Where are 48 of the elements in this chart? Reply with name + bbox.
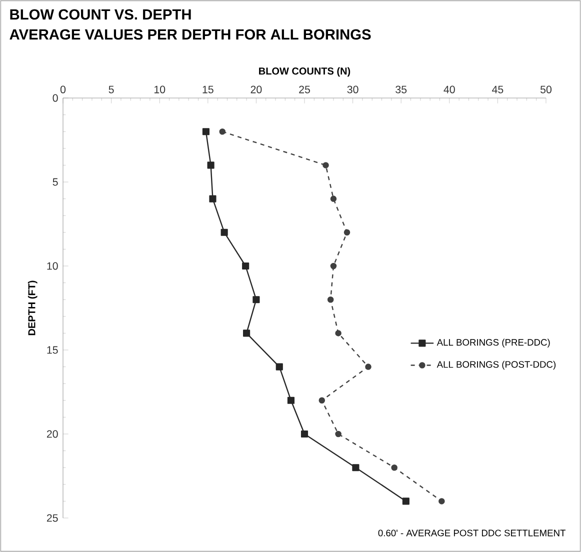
y-tick-label: 0 xyxy=(52,94,58,102)
point xyxy=(330,262,337,270)
point xyxy=(207,162,214,169)
x-tick-label: 5 xyxy=(108,86,114,94)
point xyxy=(209,195,216,202)
point xyxy=(344,229,350,236)
x-tick-label: 30 xyxy=(347,86,358,94)
point xyxy=(252,296,260,304)
x-tick-label: 45 xyxy=(492,86,504,94)
point xyxy=(219,128,226,135)
chart-title: BLOW COUNT VS. DEPTH xyxy=(10,9,191,20)
y-axis-title: DEPTH (FT) xyxy=(28,280,38,336)
x-tick-label: 0 xyxy=(60,86,66,94)
point xyxy=(243,330,250,337)
point xyxy=(335,430,342,438)
point xyxy=(300,430,308,438)
point xyxy=(202,128,210,136)
x-tick-label: 25 xyxy=(299,86,310,94)
x-tick-label: 10 xyxy=(154,86,166,94)
chart-subtitle: AVERAGE VALUES PER DEPTH FOR ALL BORINGS xyxy=(10,29,371,40)
text: 0.60' - AVERAGE POST DDC SETTLEMENT xyxy=(378,530,566,536)
y-tick-label: 10 xyxy=(47,262,58,270)
point xyxy=(335,330,342,336)
y-tick-label: 20 xyxy=(46,430,58,438)
y-tick-label: 15 xyxy=(47,346,58,354)
x-axis-title: BLOW COUNTS (N) xyxy=(259,67,350,77)
point xyxy=(287,396,295,404)
point xyxy=(330,196,337,202)
x-tick-label: 20 xyxy=(250,86,262,94)
point xyxy=(438,498,445,504)
legend-label: ALL BORINGS (POST-DDC) xyxy=(436,360,556,370)
point xyxy=(276,363,283,370)
point xyxy=(402,498,410,505)
point xyxy=(365,364,372,370)
point xyxy=(242,262,250,270)
point xyxy=(352,464,360,472)
x-tick-label: 35 xyxy=(396,86,407,94)
y-tick-label: 5 xyxy=(52,178,58,186)
point xyxy=(322,162,329,168)
x-tick-label: 15 xyxy=(202,86,214,94)
y-tick-label: 25 xyxy=(46,514,58,522)
x-tick-label: 50 xyxy=(540,86,552,94)
point xyxy=(391,464,398,471)
point xyxy=(318,397,326,404)
x-tick-label: 40 xyxy=(444,86,455,94)
point xyxy=(327,296,334,303)
point xyxy=(220,228,228,236)
legend-label: ALL BORINGS (PRE-DDC) xyxy=(436,338,550,348)
